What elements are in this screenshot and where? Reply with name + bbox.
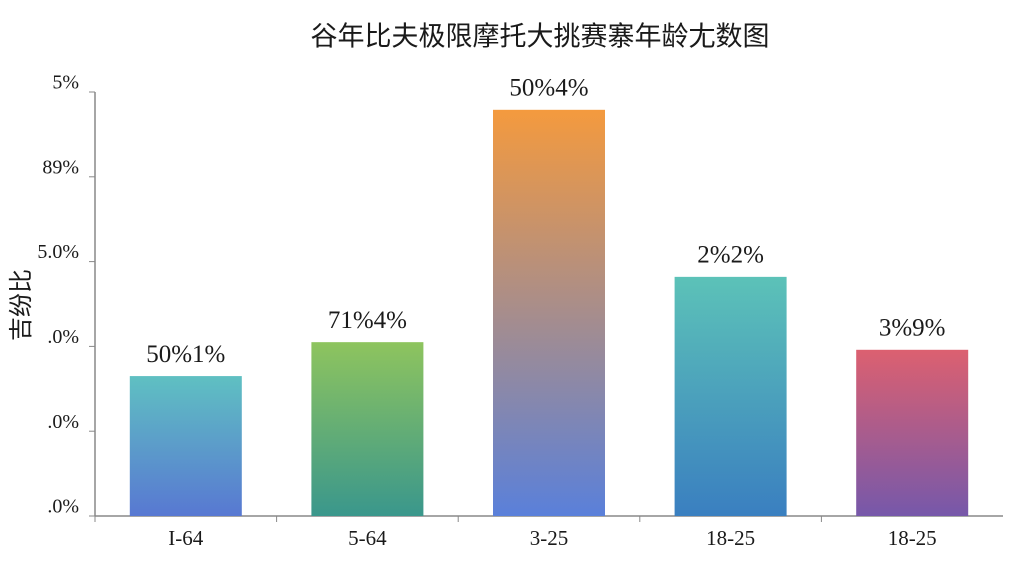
data-label: 50%4%: [509, 75, 588, 102]
data-label: 71%4%: [328, 307, 407, 334]
y-axis-label: 吉纷比: [7, 269, 35, 341]
x-tick-label: I-64: [168, 526, 203, 550]
bar: [129, 376, 242, 516]
y-tick-label: 89%: [42, 156, 79, 178]
bar: [674, 276, 787, 516]
data-label: 2%2%: [697, 242, 764, 269]
bar: [493, 109, 605, 517]
y-tick-label: 5%: [52, 72, 79, 94]
bar: [311, 342, 424, 516]
x-tick-label: 18-25: [888, 526, 937, 550]
x-tick-label: 5-64: [348, 526, 387, 550]
x-tick-label: 3-25: [530, 526, 569, 550]
data-label: 50%1%: [146, 341, 225, 368]
x-tick-label: 18-25: [706, 526, 755, 550]
y-tick-label: 5.0%: [37, 241, 79, 263]
data-label: 3%9%: [879, 315, 946, 342]
y-tick-label: .0%: [47, 496, 79, 518]
y-tick-label: .0%: [47, 326, 79, 348]
chart-title: 谷年比夫极限摩托大挑赛寨年龄尢数图: [311, 22, 770, 53]
y-tick-label: .0%: [47, 411, 79, 433]
bar: [856, 349, 969, 516]
